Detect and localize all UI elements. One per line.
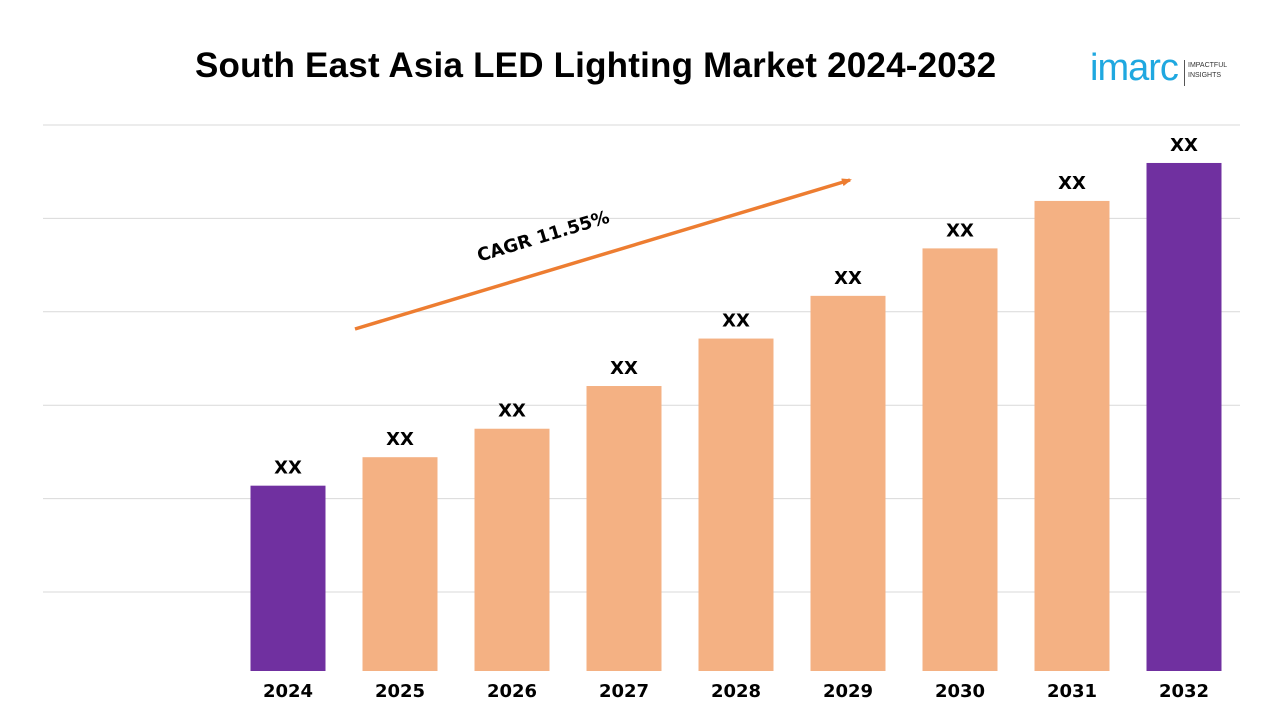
- bar-2026: [474, 428, 550, 671]
- data-label-2032: XX: [1170, 135, 1198, 156]
- x-tick-label-2032: 2032: [1159, 681, 1209, 702]
- bar-2024: [250, 485, 326, 671]
- data-label-2025: XX: [386, 429, 414, 450]
- x-tick-label-2028: 2028: [711, 681, 761, 702]
- data-label-2028: XX: [722, 311, 750, 332]
- x-tick-label-2025: 2025: [375, 681, 425, 702]
- cagr-arrow: [354, 178, 852, 331]
- bar-series: XX 2024 XX 2025 XX 2026 XX 2027 XX 2028 XX 2029 XX 20…: [250, 135, 1222, 702]
- data-label-2024: XX: [274, 458, 302, 479]
- x-tick-label-2027: 2027: [599, 681, 649, 702]
- bar-2028: [698, 338, 774, 671]
- bar-2025: [362, 457, 438, 671]
- data-label-2030: XX: [946, 220, 974, 241]
- x-tick-label-2030: 2030: [935, 681, 985, 702]
- chart-title: South East Asia LED Lighting Market 2024…: [195, 46, 997, 85]
- bar-2029: [810, 295, 886, 671]
- bar-2032: [1146, 162, 1222, 671]
- logo-wordmark: imarc: [1090, 47, 1179, 89]
- x-tick-label-2024: 2024: [263, 681, 313, 702]
- cagr-annotation: CAGR 11.55%: [354, 178, 852, 331]
- x-tick-label-2029: 2029: [823, 681, 873, 702]
- bar-2027: [586, 386, 662, 671]
- logo-divider: [1184, 60, 1185, 86]
- data-label-2027: XX: [610, 358, 638, 379]
- bar-2031: [1034, 200, 1110, 672]
- data-label-2031: XX: [1058, 173, 1086, 194]
- x-tick-label-2026: 2026: [487, 681, 537, 702]
- x-tick-label-2031: 2031: [1047, 681, 1097, 702]
- data-label-2029: XX: [834, 268, 862, 289]
- logo-tagline: IMPACTFUL INSIGHTS: [1188, 62, 1227, 79]
- data-label-2026: XX: [498, 401, 526, 422]
- bar-2030: [922, 248, 998, 671]
- imarc-logo: imarc IMPACTFUL INSIGHTS: [1088, 40, 1238, 94]
